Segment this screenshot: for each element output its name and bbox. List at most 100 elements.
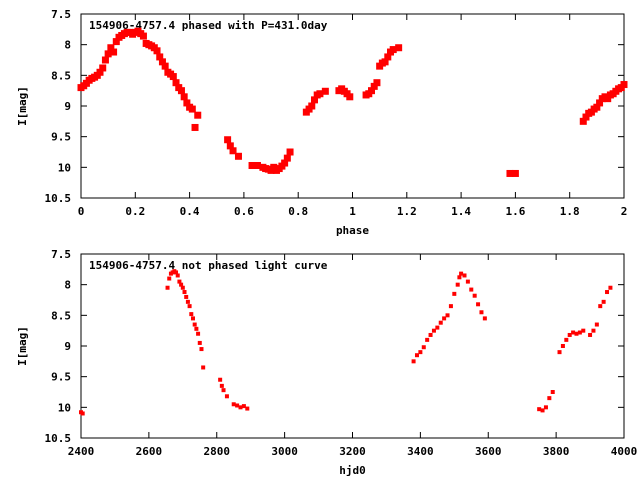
x-tick-label: 1 — [349, 205, 356, 218]
data-point — [389, 46, 397, 54]
x-tick-label: 3600 — [475, 445, 502, 458]
data-point — [445, 313, 450, 318]
x-tick-label: 1.2 — [397, 205, 417, 218]
y-tick-label: 7.5 — [51, 248, 71, 261]
data-point — [421, 345, 426, 350]
data-point — [346, 93, 354, 101]
data-point — [540, 408, 545, 413]
data-point — [476, 302, 481, 307]
data-point — [537, 407, 542, 412]
data-point — [248, 161, 256, 169]
data-point — [156, 53, 164, 61]
x-axis-label: phase — [336, 224, 369, 237]
data-point — [167, 276, 172, 281]
data-point — [448, 304, 453, 309]
x-tick-label: 0 — [78, 205, 85, 218]
data-point — [581, 328, 586, 333]
x-tick-label: 1.6 — [505, 205, 525, 218]
data-point — [593, 103, 601, 111]
x-tick-label: 1.4 — [451, 205, 471, 218]
data-point — [479, 310, 484, 315]
data-point — [608, 285, 613, 290]
x-tick-label: 0.6 — [234, 205, 254, 218]
data-point — [457, 275, 462, 280]
data-point — [582, 113, 590, 121]
data-series — [79, 269, 613, 416]
data-point — [442, 316, 447, 321]
data-point — [192, 322, 197, 327]
x-tick-label: 2600 — [136, 445, 163, 458]
data-point — [459, 271, 464, 276]
data-point — [384, 53, 392, 61]
x-tick-label: 2 — [621, 205, 628, 218]
data-point — [283, 154, 291, 162]
x-tick-label: 0.4 — [180, 205, 200, 218]
data-point — [418, 350, 423, 355]
data-point — [161, 62, 169, 70]
chart-title: 154906-4757.4 not phased light curve — [89, 259, 328, 272]
data-point — [506, 169, 514, 177]
data-point — [564, 337, 569, 342]
data-point — [158, 58, 166, 66]
y-tick-label: 9.5 — [51, 371, 71, 384]
data-point — [245, 406, 250, 411]
y-tick-label: 8 — [64, 279, 71, 292]
data-point — [591, 328, 596, 333]
data-point — [431, 328, 436, 333]
y-tick-label: 9.5 — [51, 131, 71, 144]
data-point — [226, 142, 234, 150]
data-point — [107, 44, 115, 52]
data-point — [231, 402, 236, 407]
y-tick-label: 9 — [64, 340, 71, 353]
y-tick-label: 10 — [58, 161, 71, 174]
data-point — [465, 279, 470, 284]
data-point — [574, 331, 579, 336]
y-tick-label: 7.5 — [51, 8, 71, 21]
data-point — [229, 147, 237, 155]
data-point — [543, 405, 548, 410]
x-tick-label: 0.8 — [288, 205, 308, 218]
y-tick-label: 10.5 — [45, 432, 72, 445]
unphased-light-curve-panel: 2400 2600 2800 3000 3200 3400 3600 3800 4000 7.5 8… — [16, 248, 637, 477]
data-point — [169, 73, 177, 81]
data-point — [110, 48, 118, 56]
data-point — [172, 79, 180, 87]
data-point — [308, 102, 316, 110]
data-point — [177, 87, 185, 95]
data-point — [241, 404, 246, 409]
y-tick-label: 10 — [58, 401, 71, 414]
data-point — [238, 405, 243, 410]
data-point — [557, 350, 562, 355]
data-point — [183, 99, 191, 107]
x-axis-label: hjd0 — [339, 464, 366, 477]
y-tick-label: 8 — [64, 39, 71, 52]
data-point — [165, 285, 170, 290]
data-point — [188, 105, 196, 113]
data-point — [452, 291, 457, 296]
x-tick-label: 2800 — [204, 445, 231, 458]
data-point — [605, 290, 610, 295]
data-point — [414, 353, 419, 358]
data-point — [199, 347, 204, 352]
data-point — [189, 312, 194, 317]
data-point — [381, 58, 389, 66]
data-point — [455, 282, 460, 287]
data-point — [101, 56, 109, 64]
x-tick-label: 3000 — [271, 445, 298, 458]
data-point — [224, 394, 229, 399]
data-point — [234, 152, 242, 160]
data-point — [428, 332, 433, 337]
data-point — [571, 330, 576, 335]
data-point — [112, 38, 120, 46]
data-point — [579, 117, 587, 125]
data-series — [77, 27, 628, 177]
data-point — [321, 87, 329, 95]
data-point — [469, 287, 474, 292]
data-point — [286, 148, 294, 156]
chart-title: 154906-4757.4 phased with P=431.0day — [89, 19, 328, 32]
data-point — [190, 316, 195, 321]
y-axis-label: I[mag] — [16, 326, 29, 366]
data-point — [175, 273, 180, 278]
